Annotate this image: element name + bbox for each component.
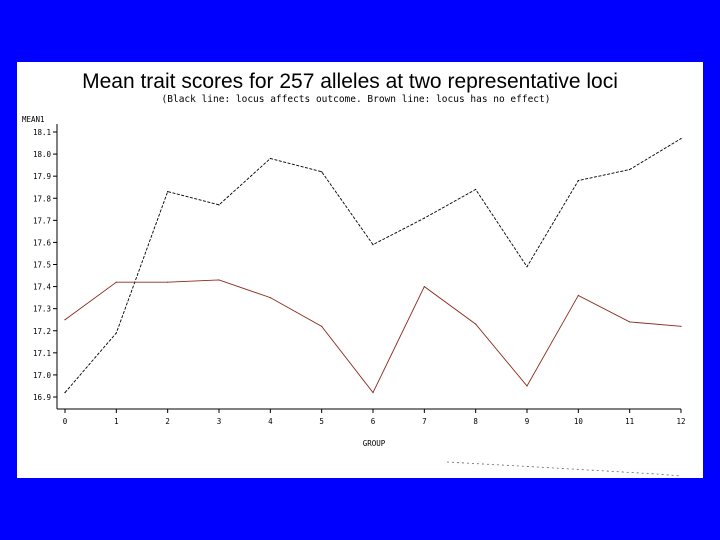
- data-point: [475, 323, 477, 325]
- data-point: [64, 319, 66, 321]
- y-tick-label: 17.0: [33, 371, 52, 380]
- data-point: [526, 385, 528, 387]
- y-tick-label: 17.9: [33, 172, 51, 181]
- data-point: [218, 204, 220, 206]
- chart-panel: Mean trait scores for 257 alleles at two…: [17, 62, 703, 478]
- y-tick-label: 17.1: [33, 349, 51, 358]
- x-tick-label: 11: [625, 417, 634, 426]
- y-axis-label: MEAN1: [22, 115, 45, 124]
- x-tick-label: 8: [473, 417, 478, 426]
- y-tick-label: 18.0: [33, 150, 52, 159]
- data-point: [115, 332, 117, 334]
- y-tick-label: 17.2: [33, 327, 51, 336]
- data-point: [577, 179, 579, 182]
- data-point: [64, 391, 66, 394]
- y-tick-label: 17.4: [33, 283, 52, 292]
- y-tick-label: 17.7: [33, 216, 51, 225]
- data-point: [167, 191, 169, 193]
- x-tick-label: 7: [422, 417, 427, 426]
- data-point: [269, 297, 271, 299]
- data-point: [321, 325, 323, 327]
- x-tick-label: 2: [165, 417, 170, 426]
- x-tick-label: 1: [114, 417, 119, 426]
- data-point: [372, 391, 374, 394]
- y-tick-label: 16.9: [33, 393, 51, 402]
- scan-artifact: [446, 461, 682, 477]
- x-tick-label: 12: [676, 417, 685, 426]
- y-tick-label: 18.1: [33, 128, 51, 137]
- data-point: [167, 281, 169, 283]
- x-tick-label: 10: [574, 417, 584, 426]
- data-point: [218, 279, 220, 281]
- x-ticks: 0 1 2 3 4 5 6 7 8 9 10 11 12: [63, 409, 686, 426]
- data-point: [115, 281, 117, 283]
- x-tick-label: 4: [268, 417, 273, 426]
- x-tick-label: 5: [319, 417, 324, 426]
- data-point: [475, 188, 477, 191]
- data-point: [321, 171, 323, 173]
- data-point: [629, 321, 631, 323]
- x-tick-label: 9: [525, 417, 530, 426]
- y-tick-label: 17.6: [33, 238, 52, 247]
- series-line-2: [64, 279, 682, 394]
- x-tick-label: 0: [63, 417, 68, 426]
- chart-title: Mean trait scores for 257 alleles at two…: [82, 70, 618, 93]
- x-axis-label: GROUP: [363, 439, 386, 448]
- data-point: [372, 244, 374, 246]
- data-point: [423, 217, 425, 219]
- line-chart: Mean trait scores for 257 alleles at two…: [22, 70, 686, 477]
- x-tick-label: 3: [217, 417, 222, 426]
- series-line-1: [64, 138, 682, 393]
- data-point: [577, 294, 579, 297]
- data-point: [629, 168, 631, 171]
- y-ticks: 16.9 17.0 17.1 17.2 17.3 17.4 17.5 17.6 17.7 17.8…: [33, 128, 57, 402]
- chart-subtitle: (Black line: locus affects outcome. Brow…: [162, 94, 551, 105]
- data-point: [269, 157, 271, 160]
- y-tick-label: 17.8: [33, 194, 52, 203]
- data-point: [526, 266, 528, 268]
- y-tick-label: 17.3: [33, 305, 51, 314]
- data-point: [680, 138, 682, 140]
- y-tick-label: 17.5: [33, 261, 51, 270]
- data-point: [423, 285, 425, 288]
- series-group: [64, 138, 682, 394]
- data-point: [680, 325, 682, 327]
- x-tick-label: 6: [371, 417, 376, 426]
